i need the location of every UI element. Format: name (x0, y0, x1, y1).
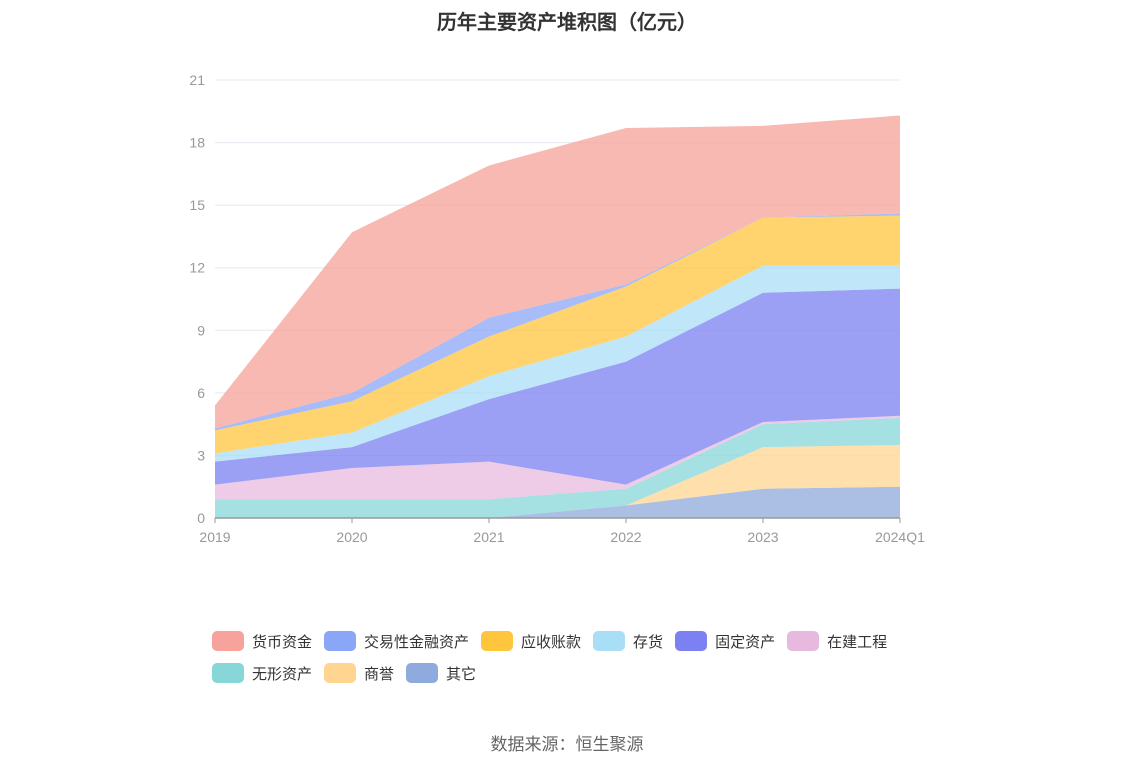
area-series-6 (215, 215, 900, 454)
legend-swatch (675, 631, 708, 651)
area-series-5 (215, 265, 900, 462)
x-tick-label: 2021 (473, 529, 504, 545)
source-note: 数据来源：恒生聚源 (490, 735, 644, 754)
area-series-7 (215, 213, 900, 431)
area-series-0 (215, 486, 900, 518)
legend-label: 应收账款 (521, 633, 582, 651)
legend-label: 交易性金融资产 (364, 633, 470, 651)
legend-swatch (593, 631, 626, 651)
axes: 0 3 6 9 12 15 18 21 2019 2020 2021 2022 2023 2024Q1 (189, 72, 925, 545)
legend-label: 货币资金 (252, 633, 313, 651)
legend-swatch (212, 663, 244, 683)
legend-swatch (212, 631, 244, 651)
y-tick-label: 21 (189, 72, 205, 88)
legend-swatch (481, 631, 514, 651)
x-tick-label: 2022 (610, 529, 641, 545)
legend-item[interactable]: 存货 (593, 630, 663, 652)
legend-item[interactable]: 其它 (406, 662, 476, 684)
area-series-4 (215, 288, 900, 485)
legend-label: 固定资产 (715, 633, 776, 651)
legend-label: 商誉 (364, 665, 395, 683)
area-series-1 (215, 445, 900, 518)
legend-label: 其它 (446, 665, 477, 683)
y-tick-label: 9 (197, 322, 205, 338)
x-tick-label: 2019 (199, 529, 230, 545)
legend-item[interactable]: 应收账款 (481, 630, 581, 652)
legend-swatch (406, 663, 439, 683)
area-series-3 (215, 415, 900, 500)
legend: 货币资金 交易性金融资产 应收账款 存货 固定资产 在建工程无形资产 商誉 其它 (212, 630, 952, 694)
x-tick-label: 2024Q1 (875, 529, 925, 545)
legend-item[interactable]: 交易性金融资产 (324, 630, 469, 652)
legend-label: 在建工程 (827, 633, 888, 651)
chart-title: 历年主要资产堆积图（亿元） (437, 12, 697, 34)
legend-item[interactable]: 在建工程 (787, 630, 887, 652)
area-series-8 (215, 115, 900, 429)
stacked-area-chart: 0 3 6 9 12 15 18 21 2019 2020 2021 2022 2023 2024Q1 (189, 72, 925, 545)
legend-item[interactable]: 货币资金 (212, 630, 312, 652)
x-tick-label: 2020 (336, 529, 367, 545)
y-tick-label: 0 (197, 510, 205, 526)
legend-item[interactable]: 固定资产 (675, 630, 775, 652)
y-tick-label: 15 (189, 197, 205, 213)
area-series-2 (215, 417, 900, 518)
y-tick-label: 3 (197, 447, 205, 463)
y-tick-label: 6 (197, 385, 205, 401)
legend-item[interactable]: 商誉 (324, 662, 394, 684)
legend-swatch (787, 631, 820, 651)
legend-label: 存货 (633, 633, 664, 651)
legend-swatch (324, 663, 357, 683)
y-tick-label: 18 (189, 135, 205, 151)
area-series (215, 115, 900, 518)
legend-item[interactable]: 无形资产 (212, 662, 312, 684)
x-tick-label: 2023 (747, 529, 778, 545)
legend-label: 无形资产 (252, 665, 313, 683)
legend-swatch (324, 631, 357, 651)
y-tick-label: 12 (189, 260, 205, 276)
